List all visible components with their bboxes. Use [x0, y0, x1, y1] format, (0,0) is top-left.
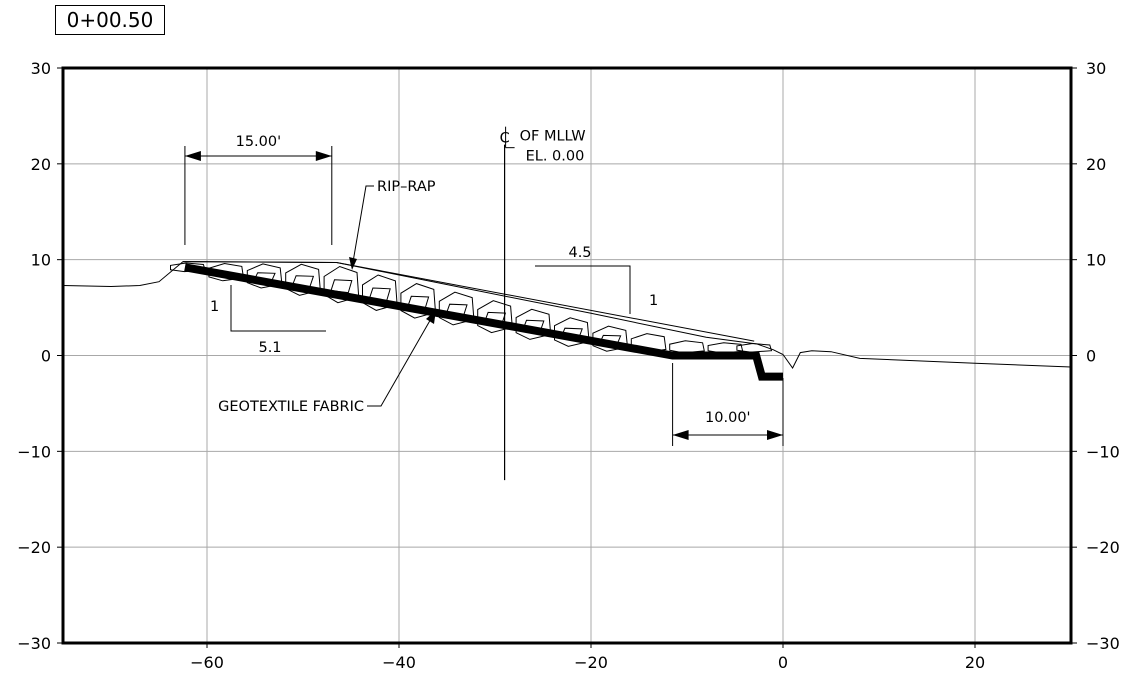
dim-crest-arrow-left [184, 151, 201, 161]
y-tick-label-left: −30 [17, 634, 51, 653]
rock-outline [323, 265, 360, 304]
y-tick-label-right: 20 [1086, 155, 1106, 174]
rock-outline [515, 308, 552, 340]
rock-outline [368, 287, 391, 302]
rock-outline [445, 303, 468, 317]
centerline-c-symbol: C [500, 131, 510, 147]
rip-rap-label: RIP–RAP [377, 179, 436, 195]
y-tick-label-left: 0 [41, 347, 51, 366]
rock-outline [208, 262, 245, 282]
rock-outline [560, 327, 583, 339]
x-tick-label: −40 [382, 653, 416, 672]
rock-outline [362, 274, 398, 311]
y-tick-label-left: 30 [31, 59, 51, 78]
rock-outline [554, 317, 590, 347]
y-tick-label-right: −30 [1086, 634, 1120, 653]
rock-outline [630, 333, 667, 354]
rock-outline [170, 262, 206, 273]
rock-outline [400, 283, 437, 319]
rock-outline [669, 340, 705, 354]
rock-outline [592, 325, 629, 352]
rip-rap-rocks [170, 262, 773, 354]
grid-lines [63, 68, 1071, 643]
dim-crest-label: 15.00' [236, 134, 282, 150]
y-tick-label-left: −10 [17, 442, 51, 461]
centerline-label-line1: OF MLLW [520, 129, 586, 145]
rock-outline [253, 272, 276, 282]
rock-outline [707, 342, 744, 354]
dim-toe-arrow-right [767, 430, 783, 440]
x-tick-label: 0 [778, 653, 788, 672]
slope-lower-run: 5.1 [258, 340, 281, 356]
station-label: 0+00.50 [55, 5, 165, 35]
rip-rap-leader [352, 185, 374, 263]
rock-outline [736, 342, 773, 353]
slope-upper-run: 4.5 [568, 245, 591, 261]
geotextile-fabric-line [184, 263, 783, 381]
rock-outline [291, 275, 315, 288]
geotextile-leader [367, 316, 433, 407]
rock-outline [285, 263, 321, 296]
slope-lower-rise: 1 [210, 299, 219, 315]
rock-outline [599, 334, 622, 345]
geotextile-label: GEOTEXTILE FABRIC [218, 399, 364, 415]
rock-outline [407, 295, 430, 310]
y-tick-label-right: 10 [1086, 251, 1106, 270]
rock-outline [522, 319, 545, 332]
y-tick-label-right: −20 [1086, 538, 1120, 557]
y-tick-label-right: 0 [1086, 347, 1096, 366]
y-tick-label-right: 30 [1086, 59, 1106, 78]
dim-toe-arrow-left [672, 430, 689, 440]
rock-outline [483, 311, 507, 325]
rip-rap-leader-arrow [349, 257, 357, 270]
rip-rap-top-line [182, 261, 755, 342]
x-tick-label: 20 [965, 653, 985, 672]
rock-outline [477, 300, 513, 334]
y-tick-label-left: 10 [31, 251, 51, 270]
geotextile-leader-arrow [426, 310, 436, 324]
dim-toe-label: 10.00' [705, 410, 751, 426]
centerline-label-line2: EL. 0.00 [526, 149, 585, 165]
annotations: C OF MLLW EL. 0.00 15.00' 10.00' 4.5 1 1 5.1 RIP–… [184, 126, 784, 481]
y-tick-label-left: 20 [31, 155, 51, 174]
slope-upper-triangle [535, 265, 631, 314]
rock-outline [246, 263, 283, 289]
rock-outline [330, 279, 353, 294]
rock-outline [438, 291, 475, 326]
dim-crest-arrow-right [315, 151, 332, 161]
y-tick-label-left: −20 [17, 538, 51, 557]
slope-lower-triangle [230, 285, 326, 332]
y-tick-label-right: −10 [1086, 442, 1120, 461]
x-tick-label: −20 [574, 653, 608, 672]
slope-upper-rise: 1 [649, 293, 658, 309]
x-tick-label: −60 [190, 653, 224, 672]
